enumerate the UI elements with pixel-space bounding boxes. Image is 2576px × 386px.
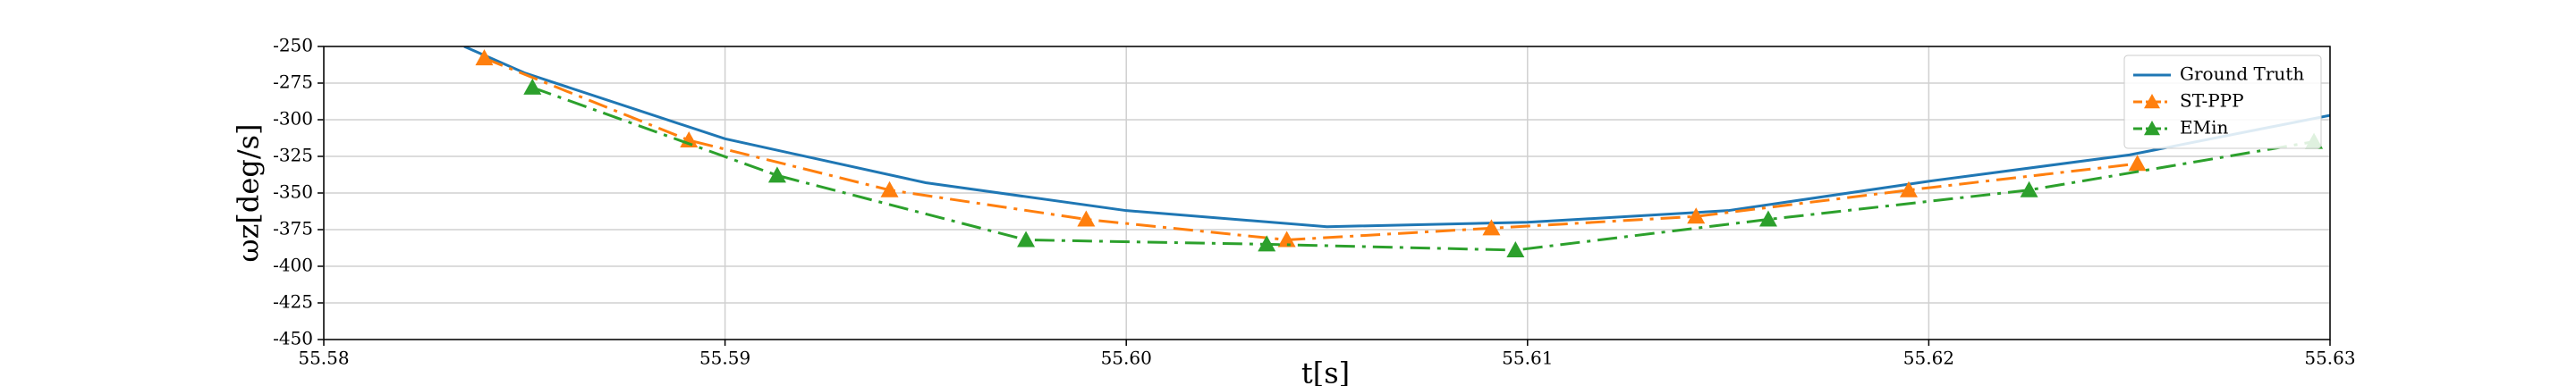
- x-tick-label: 55.61: [1502, 348, 1553, 369]
- x-tick-label: 55.58: [298, 348, 349, 369]
- marker: [1506, 240, 1525, 257]
- x-tick-label: 55.62: [1903, 348, 1954, 369]
- marker: [1277, 231, 1296, 248]
- marker: [1482, 219, 1501, 236]
- x-tick-label: 55.63: [2304, 348, 2355, 369]
- legend-label: EMin: [2180, 117, 2228, 138]
- y-tick-label: -350: [273, 181, 313, 203]
- marker: [1017, 231, 1036, 248]
- legend-marker: [2144, 121, 2160, 136]
- legend-marker: [2144, 94, 2160, 109]
- y-tick-label: -450: [273, 328, 313, 349]
- marker: [1258, 235, 1276, 252]
- marker: [1899, 180, 1918, 197]
- series-line: [483, 56, 2138, 241]
- legend-box: [2123, 55, 2322, 149]
- plot-frame: [323, 46, 2331, 340]
- legend-label: Ground Truth: [2180, 63, 2304, 85]
- series-line: [531, 86, 2315, 252]
- marker: [2020, 180, 2038, 197]
- y-axis-label: ωz[deg/s]: [232, 123, 266, 262]
- marker: [523, 78, 542, 95]
- x-tick-label: 55.60: [1101, 348, 1152, 369]
- y-tick-label: -250: [273, 35, 313, 56]
- y-tick-label: -300: [273, 108, 313, 130]
- marker: [880, 180, 899, 197]
- marker: [767, 166, 786, 183]
- y-tick-label: -400: [273, 255, 313, 276]
- marker: [1758, 210, 1777, 227]
- y-tick-label: -275: [273, 71, 313, 93]
- marker: [1687, 207, 1706, 224]
- marker: [475, 49, 494, 66]
- marker: [1077, 210, 1096, 227]
- x-tick-label: 55.59: [699, 348, 750, 369]
- marker: [2128, 155, 2147, 172]
- y-tick-label: -375: [273, 218, 313, 239]
- series-line: [463, 46, 2330, 229]
- y-tick-label: -325: [273, 145, 313, 166]
- legend-label: ST-PPP: [2180, 90, 2244, 112]
- x-axis-label: t[s]: [1301, 357, 1350, 386]
- y-tick-label: -425: [273, 291, 313, 313]
